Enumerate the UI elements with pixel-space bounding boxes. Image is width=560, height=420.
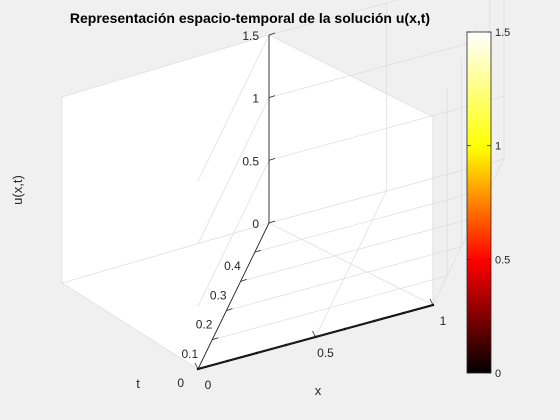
- x-tick-mark: [429, 298, 434, 306]
- u-tick-label: 0: [252, 217, 259, 231]
- colorbar-tick-label: 1: [495, 141, 501, 153]
- u-tick-label: 1: [252, 92, 259, 106]
- grid-line-u-left: [197, 34, 270, 182]
- colorbar-ticks: 0 0.5 1 1.5: [467, 27, 510, 380]
- grid-line-u-right: [268, 33, 505, 99]
- t-tick-mark: [240, 279, 247, 282]
- x-tick-mark: [194, 362, 199, 370]
- u-tick-mark: [268, 32, 276, 36]
- grid-line-t-floor: [254, 187, 490, 253]
- grid-line-x-floor: [315, 190, 387, 338]
- u-tick-mark: [268, 220, 276, 224]
- x-tick-label: 0: [205, 378, 212, 392]
- t-tick-mark: [212, 337, 219, 341]
- u-axis-label: u(x,t): [10, 175, 25, 205]
- grid-line-u-left: [197, 160, 270, 307]
- t-tick-label: 0.1: [182, 347, 199, 361]
- t-tick-label: 0.3: [210, 288, 227, 302]
- u-tick-mark: [268, 95, 276, 99]
- u-tick-label: 1.5: [242, 29, 259, 43]
- grid-line-u-right: [268, 158, 505, 224]
- x-tick-mark: [312, 330, 316, 338]
- t-tick-label: 0: [177, 376, 184, 390]
- t-axis-line: [197, 222, 270, 370]
- chart-title: Representación espacio-temporal de la so…: [70, 10, 430, 26]
- t-tick-mark: [197, 366, 205, 370]
- grid-line-t-floor: [212, 275, 448, 341]
- x-axis-label: x: [315, 383, 322, 398]
- colorbar-tick-label: 1.5: [495, 27, 510, 39]
- u-tick-mark: [268, 157, 276, 161]
- grid-line-u-right: [268, 0, 399, 36]
- colorbar-tick-label: 0: [495, 368, 501, 380]
- grid-line-t-floor: [240, 217, 476, 282]
- u-tick-label: 0.5: [242, 154, 259, 168]
- x-tick-label: 0.5: [317, 346, 334, 360]
- t-tick-label: 0.4: [224, 259, 241, 273]
- ticks: 0 0.5 1 0 0.1 0.2 0.3 0.4 0 0.5 1 1.5: [177, 29, 446, 392]
- colorbar-tick-label: 0.5: [495, 254, 510, 266]
- t-tick-mark: [226, 308, 233, 311]
- t-tick-mark: [254, 249, 261, 253]
- t-tick-label: 0.2: [196, 318, 213, 332]
- grid-line-t-floor: [226, 246, 462, 311]
- x-tick-label: 1: [440, 314, 447, 328]
- grid-line-u-left: [197, 97, 270, 244]
- colorbar: [466, 31, 492, 374]
- grid-line-u-right: [268, 95, 505, 161]
- t-axis-label: t: [136, 376, 140, 391]
